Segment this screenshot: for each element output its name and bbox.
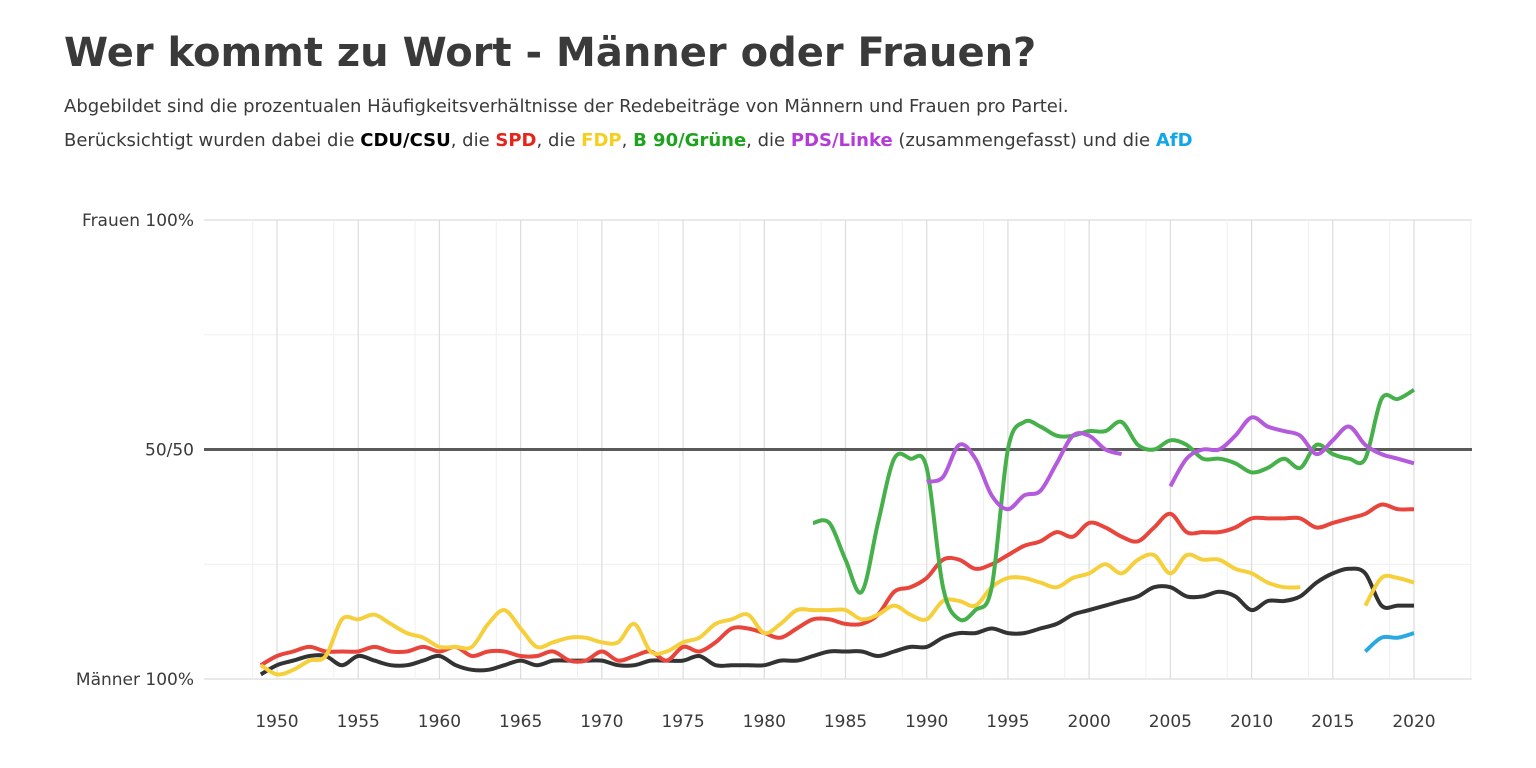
chart-subtitle-line-1: Abgebildet sind die prozentualen Häufigk… [64,96,1069,117]
x-tick-label: 1975 [661,712,704,732]
x-tick-label: 1960 [418,712,461,732]
subtitle-text: , die [746,130,791,151]
x-axis-labels: 1950 1955 1960 1965 1970 1975 1980 1985 1990 1995… [255,712,1435,732]
x-tick-label: 1970 [580,712,623,732]
series-line-pds-linke [1168,415,1415,488]
legend-label-fdp: FDP [581,130,622,151]
x-tick-label: 2015 [1311,712,1354,732]
legend-label-cdu-csu: CDU/CSU [360,130,451,151]
series-group [259,388,1416,677]
x-tick-label: 1980 [743,712,786,732]
subtitle-text: (zusammengefasst) und die [892,130,1156,151]
legend-label-afd: AfD [1155,130,1193,151]
x-tick-label: 2000 [1068,712,1111,732]
series-line-cdu-csu [259,566,1414,677]
x-tick-label: 1995 [986,712,1029,732]
subtitle-text: , die [536,130,582,151]
x-tick-label: 1990 [905,712,948,732]
chart-subtitle-line-2: Berücksichtigt wurden dabei die CDU/CSU,… [64,130,1193,151]
y-tick-label: 50/50 [145,441,194,461]
y-axis-labels: Frauen 100% 50/50 Männer 100% [76,211,194,690]
x-tick-label: 1955 [337,712,380,732]
y-tick-label: Männer 100% [76,670,194,690]
series-line-pds-linke [926,431,1123,512]
chart-title: Wer kommt zu Wort - Männer oder Frauen? [64,30,1037,76]
x-tick-label: 2005 [1149,712,1192,732]
series-line-b-90-gr-ne [812,388,1416,623]
series-line-spd [259,502,1415,667]
legend-label-gruene: B 90/Grüne [633,130,747,151]
x-tick-label: 2020 [1392,712,1435,732]
series-line-fdp [1363,573,1415,607]
subtitle-text: , die [450,130,496,151]
legend-label-linke: PDS/Linke [790,130,893,151]
subtitle-text: , [621,130,634,151]
x-tick-label: 1950 [255,712,298,732]
x-tick-label: 2010 [1230,712,1273,732]
x-tick-label: 1985 [824,712,867,732]
series-line-fdp [259,552,1301,677]
series-line-afd [1363,631,1415,654]
y-tick-label: Frauen 100% [82,211,194,231]
x-tick-label: 1965 [499,712,542,732]
subtitle-text: Berücksichtigt wurden dabei die [64,130,361,151]
legend-label-spd: SPD [495,130,537,151]
